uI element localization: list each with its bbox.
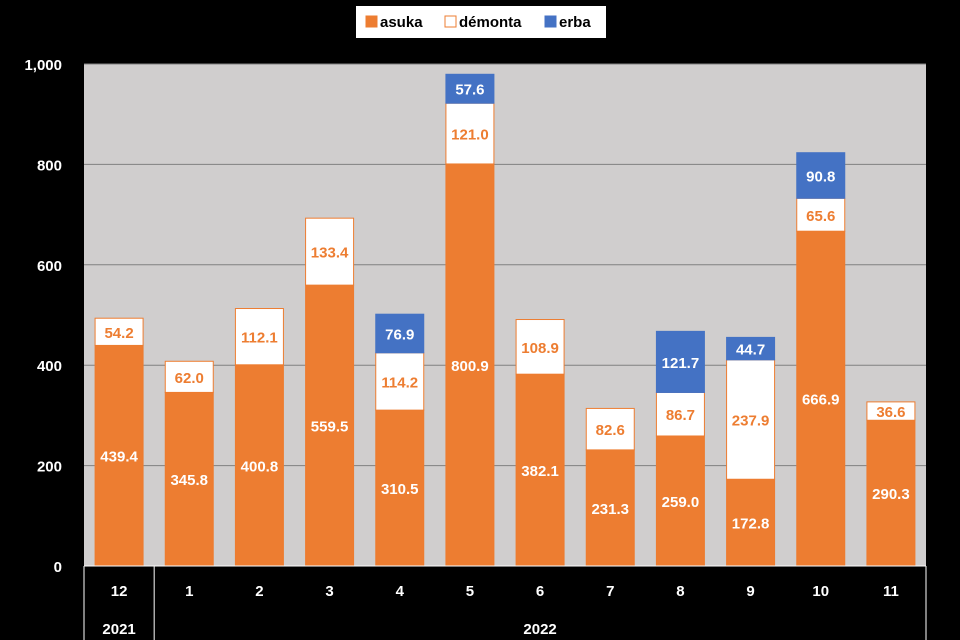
data-label: 76.9 xyxy=(385,326,414,343)
bar-erba xyxy=(445,73,495,104)
x-tick-label: 2 xyxy=(255,583,263,600)
data-label: 65.6 xyxy=(806,208,835,225)
data-label: 44.7 xyxy=(736,342,765,359)
x-tick-label: 12 xyxy=(111,583,128,600)
data-label: 237.9 xyxy=(732,413,770,430)
bar-asuka xyxy=(585,449,635,567)
bar-demonta xyxy=(726,359,776,480)
bar-demonta xyxy=(94,317,144,346)
legend-swatch xyxy=(544,15,557,28)
bar-demonta xyxy=(796,197,846,232)
data-label: 112.1 xyxy=(241,330,278,347)
bar-erba xyxy=(726,336,776,361)
y-tick-label: 400 xyxy=(37,358,62,375)
x-tick-label: 6 xyxy=(536,583,544,600)
gridlines xyxy=(84,63,926,467)
data-label: 121.0 xyxy=(451,127,489,144)
y-tick-label: 0 xyxy=(54,559,62,576)
y-tick-label: 200 xyxy=(37,459,62,476)
bars: 439.4 54.2 345.8 62.0 400.8 112.1 559.5 133.4 31… xyxy=(94,73,916,567)
data-label: 666.9 xyxy=(802,392,840,409)
legend: asuka démonta erba xyxy=(356,6,606,38)
bar-demonta xyxy=(305,217,355,286)
bar-demonta xyxy=(655,391,705,437)
bar-erba xyxy=(375,313,425,354)
legend-swatch xyxy=(444,15,457,28)
legend-label: démonta xyxy=(459,14,522,31)
data-label: 800.9 xyxy=(451,358,489,375)
bar-demonta xyxy=(164,360,214,393)
data-label: 54.2 xyxy=(104,325,133,342)
plot-area xyxy=(84,64,926,566)
data-label: 82.6 xyxy=(596,422,625,439)
x-tick-label: 8 xyxy=(676,583,684,600)
bar-asuka xyxy=(796,230,846,567)
data-label: 559.5 xyxy=(311,419,349,436)
x-tick-label: 11 xyxy=(883,583,899,600)
y-tick-label: 600 xyxy=(37,258,62,275)
bar-demonta xyxy=(375,352,425,411)
data-label: 345.8 xyxy=(170,472,208,489)
bar-asuka xyxy=(515,373,565,567)
x-tick-label: 3 xyxy=(325,583,333,600)
y-tick-label: 1,000 xyxy=(24,57,62,74)
data-label: 400.8 xyxy=(241,458,279,475)
bar-demonta xyxy=(445,102,495,165)
bar-demonta xyxy=(234,308,284,366)
data-label: 62.0 xyxy=(175,370,204,387)
x-tick-label: 7 xyxy=(606,583,614,600)
x-tick-label: 4 xyxy=(396,583,405,600)
data-label: 310.5 xyxy=(381,481,419,498)
data-label: 382.1 xyxy=(521,463,559,480)
y-axis: 0 200 400 600 800 1,000 xyxy=(24,57,62,576)
legend-label: erba xyxy=(559,14,591,31)
x-tick-label: 1 xyxy=(185,583,193,600)
data-label: 439.4 xyxy=(100,449,138,466)
data-label: 133.4 xyxy=(311,245,349,262)
bar-asuka xyxy=(94,344,144,567)
legend-box xyxy=(356,6,606,38)
data-label: 36.6 xyxy=(876,404,905,421)
y-tick-label: 800 xyxy=(37,157,62,174)
year-group-label: 2021 xyxy=(102,621,135,638)
bar-asuka xyxy=(655,435,705,567)
data-label: 231.3 xyxy=(591,501,629,518)
bar-asuka xyxy=(234,364,284,567)
data-label: 57.6 xyxy=(455,82,484,99)
data-label: 90.8 xyxy=(806,168,835,185)
bar-asuka xyxy=(164,391,214,567)
data-label: 172.8 xyxy=(732,516,770,533)
year-group-label: 2022 xyxy=(523,621,556,638)
data-label: 114.2 xyxy=(381,374,418,391)
bar-asuka xyxy=(305,284,355,567)
legend-swatch xyxy=(365,15,378,28)
bar-asuka xyxy=(445,163,495,567)
bar-demonta xyxy=(515,319,565,375)
x-tick-label: 5 xyxy=(466,583,474,600)
legend-label: asuka xyxy=(380,14,423,31)
bar-erba xyxy=(796,152,846,199)
data-label: 290.3 xyxy=(872,486,910,503)
bar-demonta xyxy=(866,401,916,421)
x-tick-label: 10 xyxy=(812,583,829,600)
x-tick-label: 9 xyxy=(746,583,754,600)
data-label: 108.9 xyxy=(521,340,559,357)
data-label: 121.7 xyxy=(662,355,700,372)
data-label: 86.7 xyxy=(666,407,695,424)
bar-demonta xyxy=(585,407,635,451)
bar-asuka xyxy=(866,419,916,567)
data-label: 259.0 xyxy=(662,494,700,511)
bar-erba xyxy=(655,330,705,393)
